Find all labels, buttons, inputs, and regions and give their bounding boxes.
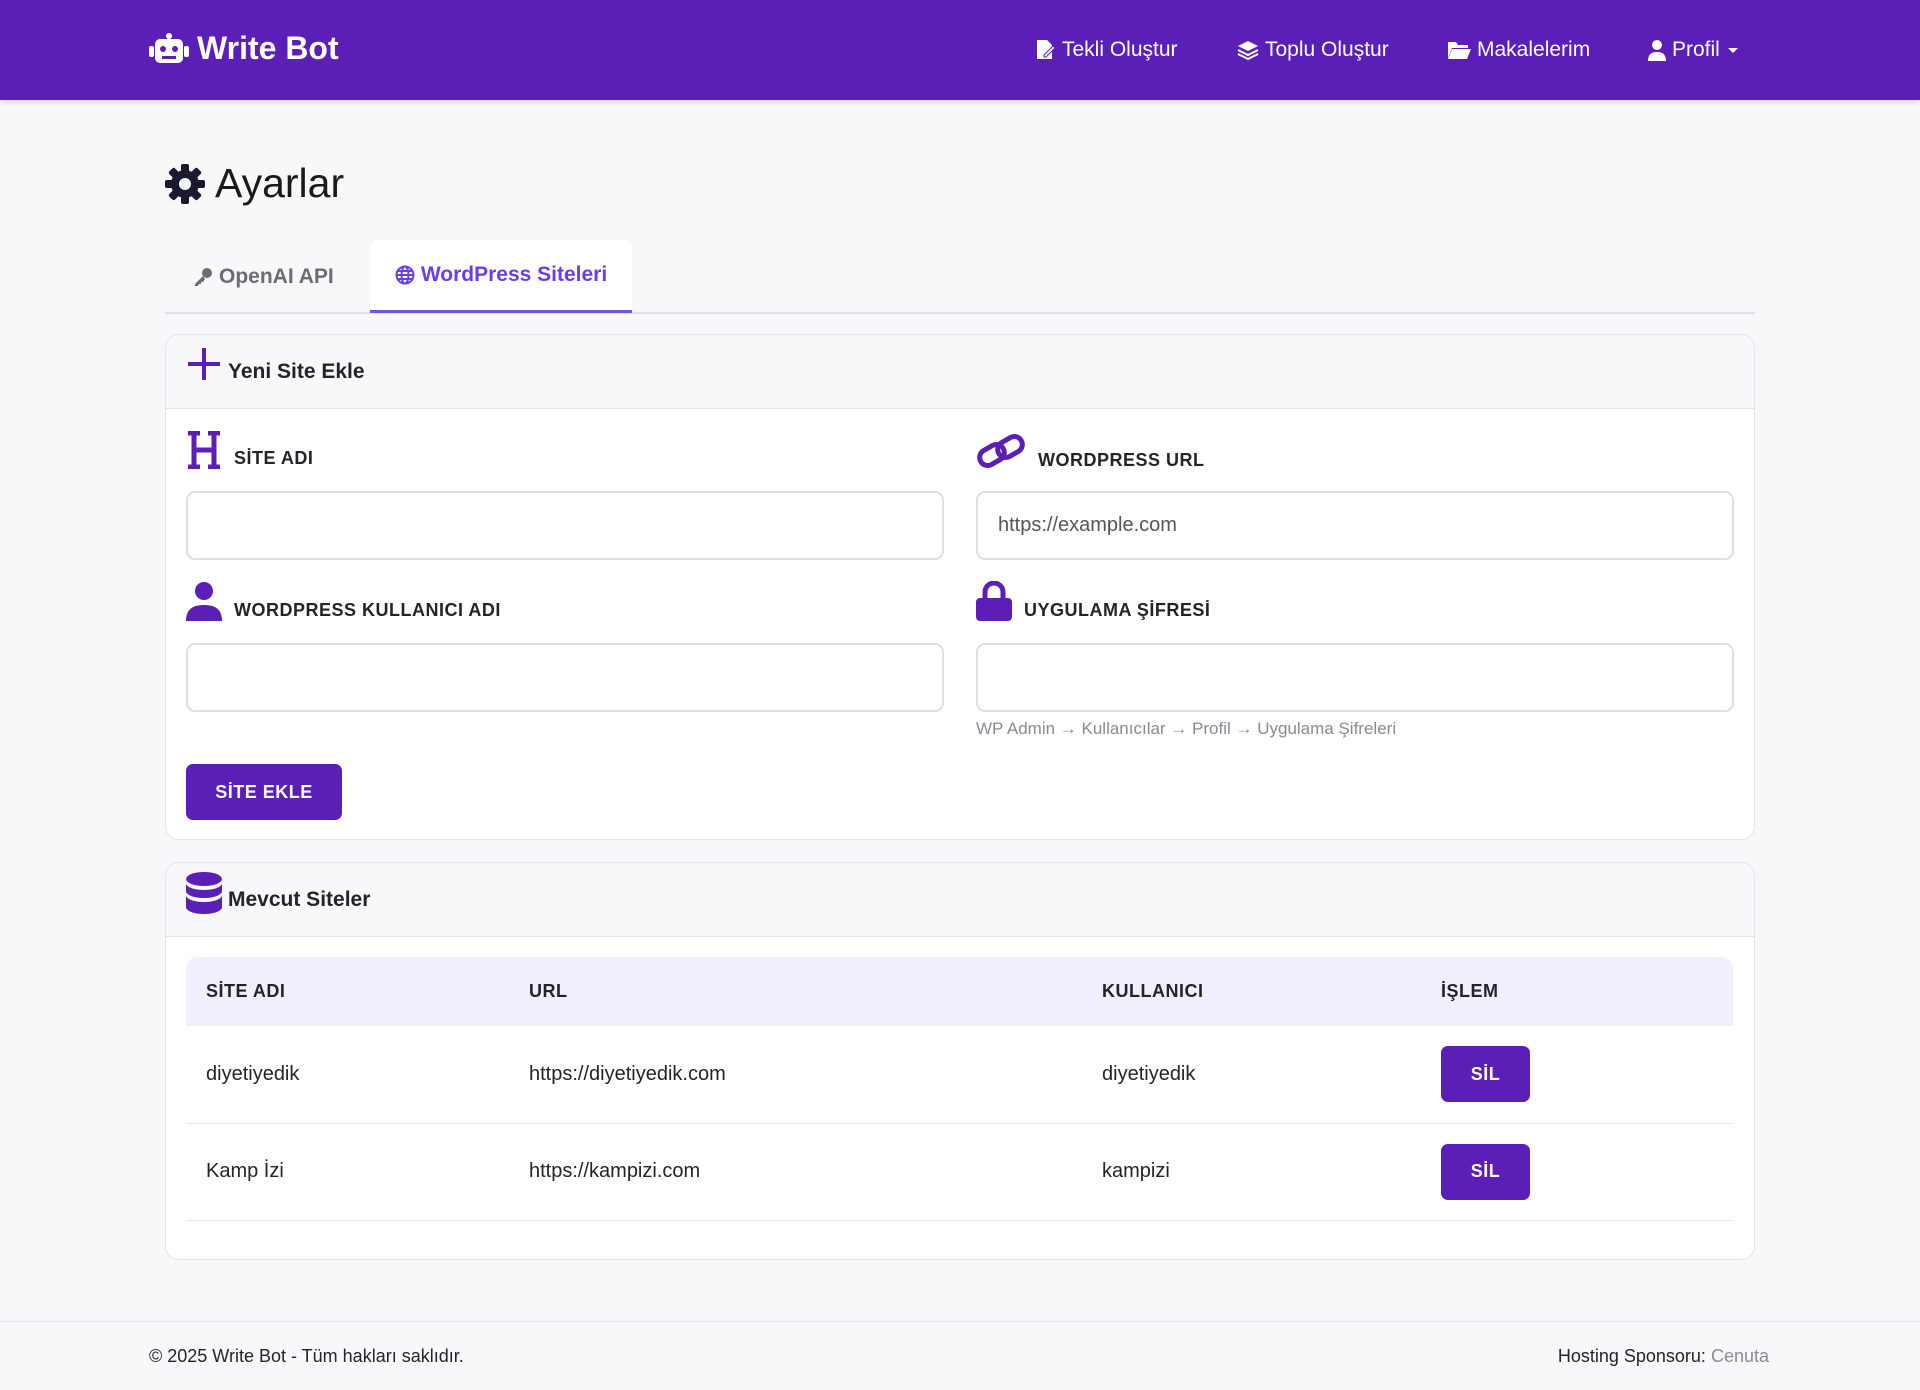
icon	[1648, 40, 1666, 61]
tab-text: OpenAI API	[219, 264, 334, 288]
gear-icon	[165, 163, 205, 204]
tab[interactable]: OpenAI API	[193, 240, 334, 313]
field-label: SİTE ADI	[186, 431, 313, 469]
field-label: UYGULAMA ŞİFRESİ	[976, 581, 1210, 621]
table-row: Kamp İzi https://kampizi.com kampizi SİL	[186, 1123, 1733, 1221]
brand[interactable]: Write Bot	[149, 30, 339, 67]
nav-text: Toplu Oluştur	[1265, 38, 1389, 61]
lock-icon	[976, 581, 1012, 621]
card-title: Mevcut Siteler	[228, 887, 371, 911]
nav-link[interactable]: Profil	[1648, 38, 1740, 62]
table-cell: https://kampizi.com	[509, 1123, 1082, 1221]
field-label: WORDPRESS KULLANICI ADI	[186, 581, 501, 621]
key-icon	[195, 267, 212, 286]
sites-card: Mevcut Siteler SİTE ADI URL KULLANICI İŞLEM…	[165, 862, 1755, 1260]
label-text: UYGULAMA ŞİFRESİ	[1024, 600, 1211, 620]
h-icon	[188, 431, 220, 469]
nav-link[interactable]: Toplu Oluştur	[1237, 38, 1389, 62]
tab-text: WordPress Siteleri	[420, 263, 608, 286]
title-text: Ayarlar	[215, 160, 345, 206]
card-header: Mevcut Siteler	[166, 863, 1754, 937]
sponsor-link[interactable]: Cenuta	[1710, 1346, 1769, 1366]
table-row: diyetiyedik https://diyetiyedik.com diyeti…	[186, 1026, 1733, 1124]
navbar: Write Bot Tekli Oluştur Toplu Oluştur Ma…	[0, 0, 1920, 100]
add-button[interactable]: SİTE EKLE	[186, 764, 342, 820]
column-header: İŞLEM	[1421, 957, 1733, 1026]
caret	[1727, 48, 1738, 53]
table-wrap: SİTE ADI URL KULLANICI İŞLEM diyetiyedik htt…	[186, 957, 1733, 1221]
label-text: SİTE ADI	[234, 448, 314, 468]
nav-text: Makalelerim	[1477, 38, 1591, 61]
table-body: diyetiyedik https://diyetiyedik.com diyeti…	[186, 1026, 1733, 1221]
tab-border	[165, 312, 1755, 314]
nav-text: Profil	[1672, 38, 1720, 61]
label-text: WORDPRESS KULLANICI ADI	[234, 600, 501, 620]
link-icon	[977, 434, 1025, 468]
table-cell: SİL	[1421, 1026, 1733, 1124]
url-input[interactable]	[976, 491, 1734, 560]
table-cell: diyetiyedik	[1082, 1026, 1421, 1124]
table-cell: diyetiyedik	[186, 1026, 509, 1124]
sponsor-label: Hosting Sponsoru:	[1557, 1346, 1706, 1366]
card-title: Yeni Site Ekle	[228, 359, 365, 383]
table-cell: https://diyetiyedik.com	[509, 1026, 1082, 1124]
icon	[1037, 40, 1056, 59]
robot-icon	[149, 32, 189, 63]
card-header: Yeni Site Ekle	[166, 335, 1754, 409]
table-cell: kampizi	[1082, 1123, 1421, 1221]
delete-button[interactable]: SİL	[1441, 1046, 1530, 1103]
db-icon	[186, 871, 222, 914]
text-input[interactable]	[186, 491, 944, 560]
plus-icon	[188, 347, 220, 380]
copyright: © 2025 Write Bot - Tüm hakları saklıdır.	[149, 1346, 464, 1366]
field-label: WORDPRESS URL	[976, 431, 1205, 471]
icon	[1237, 41, 1259, 61]
nav-link[interactable]: Makalelerim	[1447, 38, 1590, 62]
column-header: SİTE ADI	[186, 957, 509, 1026]
text-input[interactable]	[186, 643, 944, 712]
icon	[1448, 42, 1471, 59]
table-cell: SİL	[1421, 1123, 1733, 1221]
sites-table: SİTE ADI URL KULLANICI İŞLEM diyetiyedik htt…	[186, 957, 1733, 1221]
nav-link[interactable]: Tekli Oluştur	[1034, 38, 1178, 62]
help-text: WP Admin → Kullanıcılar → Profil → Uygul…	[976, 719, 1397, 738]
table-header: SİTE ADI URL KULLANICI İŞLEM	[186, 957, 1733, 1026]
sponsor: Hosting Sponsoru: Cenuta	[1558, 1346, 1769, 1367]
footer: © 2025 Write Bot - Tüm hakları saklıdır.…	[0, 1321, 1920, 1390]
tab-active[interactable]: WordPress Siteleri	[370, 240, 632, 313]
column-header: KULLANICI	[1082, 957, 1421, 1026]
password-input[interactable]	[976, 643, 1734, 712]
column-header: URL	[509, 957, 1082, 1026]
brand-text: Write Bot	[197, 30, 339, 66]
delete-button[interactable]: SİL	[1441, 1143, 1530, 1200]
globe-icon	[395, 265, 415, 285]
form-card: Yeni Site Ekle SİTE ADI WORDPRESS URL WO…	[165, 334, 1755, 840]
page-title: Ayarlar	[165, 160, 344, 207]
nav-text: Tekli Oluştur	[1062, 38, 1178, 61]
table-cell: Kamp İzi	[186, 1123, 509, 1221]
label-text: WORDPRESS URL	[1038, 450, 1205, 470]
user-icon	[186, 582, 222, 621]
